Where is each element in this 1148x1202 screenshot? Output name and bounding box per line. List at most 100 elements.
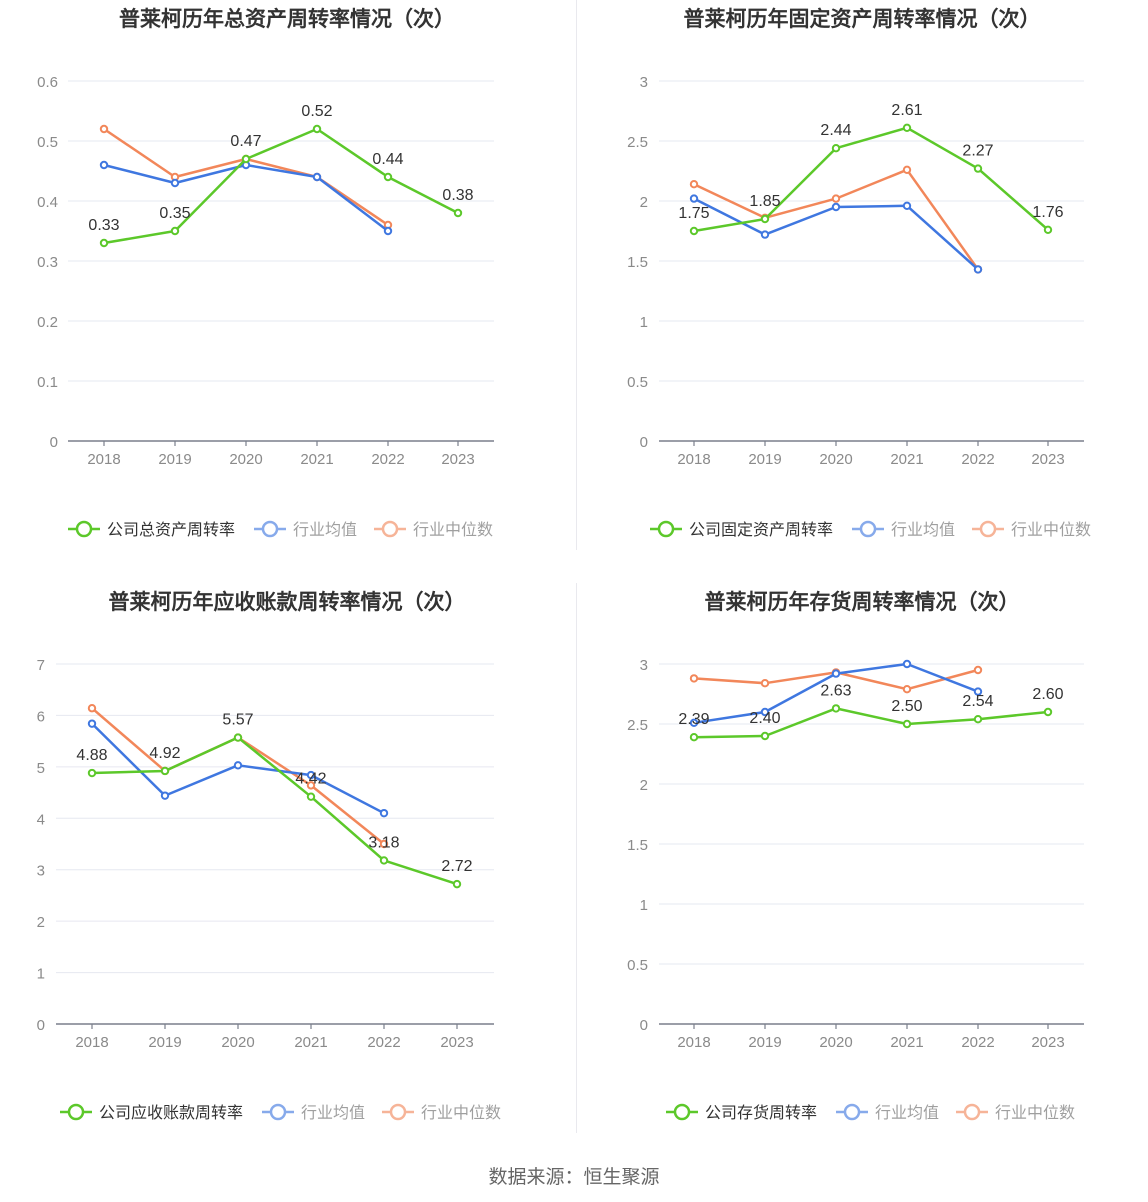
legend-label: 行业中位数 (995, 1104, 1075, 1122)
divider-top (576, 0, 577, 550)
legend-marker (979, 520, 997, 538)
data-point-company[interactable] (306, 792, 316, 801)
x-tick-label: 2020 (819, 451, 852, 468)
data-point-avg[interactable] (170, 178, 180, 188)
data-point-company[interactable] (760, 214, 770, 224)
data-point-company[interactable] (973, 164, 983, 173)
data-point-median[interactable] (689, 180, 699, 189)
legend-item-median[interactable]: 行业中位数 (382, 1103, 501, 1122)
data-point-company[interactable] (689, 733, 699, 742)
data-point-median[interactable] (87, 704, 97, 713)
data-point-median[interactable] (902, 685, 912, 694)
data-point-company[interactable] (831, 704, 841, 713)
y-tick-label: 7 (37, 657, 45, 674)
data-point-company[interactable] (689, 226, 699, 236)
data-point-company[interactable] (902, 719, 912, 729)
data-point-avg[interactable] (973, 265, 983, 274)
x-tick-label: 2020 (819, 1034, 852, 1051)
data-point-median[interactable] (306, 781, 316, 790)
data-point-company[interactable] (87, 768, 97, 778)
inventory-turnover-chart: 普莱柯历年存货周转率情况（次） 0 0.5 1 1.5 2 2.5 3 2018 2019 2020… (627, 590, 1084, 1122)
data-point-avg[interactable] (760, 707, 770, 717)
data-point-company[interactable] (1043, 225, 1053, 235)
x-tick-label: 2021 (890, 451, 923, 468)
data-point-median[interactable] (760, 679, 770, 688)
data-point-median[interactable] (99, 124, 109, 134)
x-tick-label: 2022 (961, 1034, 994, 1051)
series-line-company (693, 707, 1049, 739)
data-point-avg[interactable] (379, 808, 389, 818)
data-point-avg[interactable] (233, 761, 243, 770)
legend-item-company[interactable]: 公司总资产周转率 (68, 520, 235, 539)
legend-marker (261, 520, 279, 538)
series-line-company (103, 127, 459, 245)
data-point-company[interactable] (383, 172, 393, 182)
data-point-avg[interactable] (383, 226, 393, 236)
data-point-company[interactable] (170, 226, 180, 236)
legend-label: 行业均值 (301, 1104, 365, 1122)
data-point-avg[interactable] (760, 230, 770, 239)
data-point-company[interactable] (760, 731, 770, 741)
legend-item-company[interactable]: 公司固定资产周转率 (650, 520, 833, 539)
legend-marker (269, 1103, 287, 1121)
legend-label: 公司固定资产周转率 (689, 521, 833, 539)
legend-item-company[interactable]: 公司存货周转率 (666, 1103, 817, 1122)
data-point-company[interactable] (902, 123, 912, 133)
data-point-avg[interactable] (902, 659, 912, 669)
chart-panel-fixed-asset-turnover: 普莱柯历年固定资产周转率情况（次） 0 0.5 1 1.5 2 2.5 3 2018 2019 20… (574, 0, 1148, 583)
data-point-company[interactable] (379, 856, 389, 865)
x-tick-label: 2021 (300, 451, 333, 468)
data-point-median[interactable] (379, 839, 389, 849)
chart-panel-inventory-turnover: 普莱柯历年存货周转率情况（次） 0 0.5 1 1.5 2 2.5 3 2018 2019 2020… (574, 583, 1148, 1166)
data-label: 0.47 (230, 133, 261, 150)
data-point-median[interactable] (831, 194, 841, 203)
data-point-median[interactable] (973, 665, 983, 675)
data-point-median[interactable] (689, 674, 699, 683)
legend-item-median[interactable]: 行业中位数 (972, 520, 1091, 539)
data-point-company[interactable] (233, 733, 243, 742)
legend-item-avg[interactable]: 行业均值 (262, 1103, 365, 1122)
legend-item-avg[interactable]: 行业均值 (254, 520, 357, 539)
data-point-avg[interactable] (99, 160, 109, 170)
data-point-avg[interactable] (831, 669, 841, 678)
legend-item-avg[interactable]: 行业均值 (852, 520, 955, 539)
legend-label: 公司应收账款周转率 (99, 1103, 243, 1122)
data-point-avg[interactable] (689, 718, 699, 728)
data-label: 2.27 (962, 143, 993, 160)
x-tick-label: 2023 (1031, 451, 1064, 468)
data-point-company[interactable] (1043, 707, 1053, 717)
data-point-avg[interactable] (160, 791, 170, 800)
data-point-company[interactable] (452, 879, 462, 889)
y-tick-label: 0 (640, 1017, 648, 1034)
data-point-avg[interactable] (87, 719, 97, 728)
data-point-company[interactable] (160, 766, 170, 776)
legend-item-median[interactable]: 行业中位数 (374, 520, 493, 539)
data-point-company[interactable] (831, 144, 841, 153)
data-point-avg[interactable] (306, 770, 316, 780)
data-point-avg[interactable] (973, 687, 983, 696)
data-label: 2.63 (820, 682, 851, 699)
x-tick-label: 2019 (748, 451, 781, 468)
fixed-asset-turnover-chart: 普莱柯历年固定资产周转率情况（次） 0 0.5 1 1.5 2 2.5 3 2018 2019 20… (627, 7, 1091, 539)
data-point-company[interactable] (453, 208, 463, 218)
data-point-company[interactable] (241, 154, 251, 164)
data-point-company[interactable] (312, 124, 322, 134)
data-point-avg[interactable] (689, 194, 699, 203)
legend-item-avg[interactable]: 行业均值 (836, 1103, 939, 1122)
data-point-avg[interactable] (831, 202, 841, 212)
y-tick-label: 2 (640, 194, 648, 211)
data-point-median[interactable] (902, 165, 912, 175)
data-point-avg[interactable] (902, 201, 912, 211)
data-label: 2.40 (749, 710, 780, 727)
x-tick-label: 2021 (890, 1034, 923, 1051)
data-point-avg[interactable] (312, 172, 322, 182)
x-tick-label: 2018 (75, 1034, 108, 1051)
data-label: 0.35 (159, 205, 190, 222)
data-label: 4.88 (76, 747, 107, 764)
data-point-company[interactable] (99, 238, 109, 248)
legend-item-company[interactable]: 公司应收账款周转率 (60, 1103, 243, 1122)
legend-marker (673, 1103, 691, 1121)
data-point-company[interactable] (973, 715, 983, 724)
legend-item-median[interactable]: 行业中位数 (956, 1103, 1075, 1122)
y-tick-label: 0.6 (37, 74, 58, 91)
